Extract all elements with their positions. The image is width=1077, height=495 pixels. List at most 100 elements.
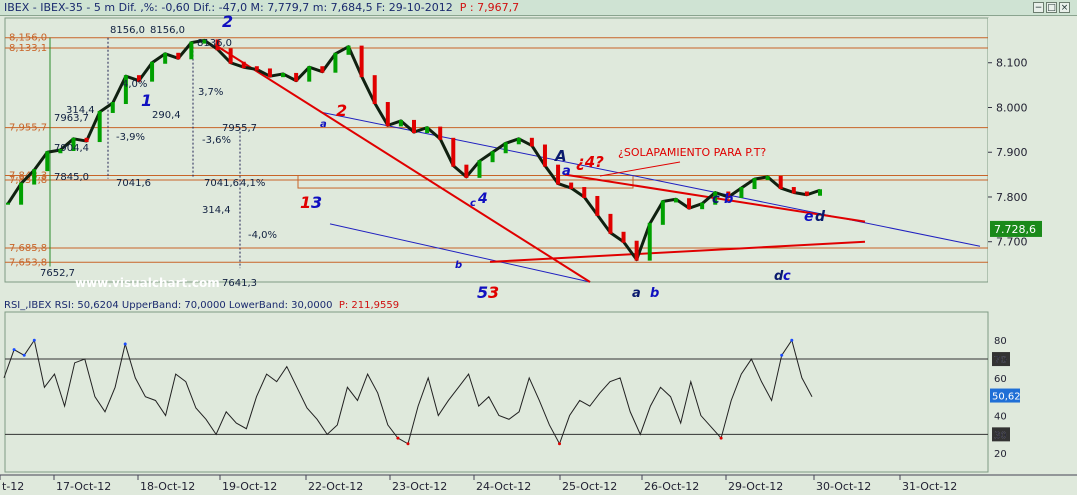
rsi-tick-label: 60 xyxy=(994,374,1007,385)
price-candle xyxy=(32,169,37,185)
price-candle xyxy=(294,72,299,82)
price-tick-label: 8.000 xyxy=(996,101,1028,114)
price-tick-label: 8.100 xyxy=(996,57,1028,70)
wave-label: b xyxy=(455,260,462,271)
price-candle xyxy=(385,102,390,127)
price-candle xyxy=(595,195,600,216)
price-candle xyxy=(176,52,181,60)
price-candle xyxy=(765,175,770,181)
price-candle xyxy=(477,160,482,178)
price-annotation: 7652,7 xyxy=(40,268,75,279)
price-candle xyxy=(281,72,286,78)
price-candle xyxy=(320,66,325,73)
price-annotation: -4,0% xyxy=(248,230,277,241)
rsi-overbought-point xyxy=(22,353,26,357)
wave-label: 2 xyxy=(336,101,347,120)
price-annotation: 7641,3 xyxy=(222,278,257,289)
wave-label: 3 xyxy=(311,193,322,212)
price-candle xyxy=(372,75,377,105)
rsi-oversold-point xyxy=(719,436,723,440)
price-candle xyxy=(542,144,547,167)
price-candle xyxy=(254,66,259,71)
price-candle xyxy=(150,61,155,82)
rsi-badge xyxy=(990,388,1020,403)
price-candle xyxy=(267,68,272,78)
price-candle xyxy=(359,45,364,78)
wave-label: e xyxy=(804,209,814,225)
price-annotation: 3,7% xyxy=(198,87,223,98)
wave-label: c xyxy=(470,198,476,209)
x-tick-label: 22-Oct-12 xyxy=(308,480,363,493)
price-candle xyxy=(778,175,783,190)
rsi-overbought-point xyxy=(780,353,784,357)
channel-upper-line xyxy=(319,111,981,247)
price-annotation: 7955,7 xyxy=(222,123,257,134)
price-candle xyxy=(412,119,416,134)
maximize-button[interactable]: □ xyxy=(1046,2,1057,13)
rsi-title: RSI_,IBEX RSI: 50,6204 UpperBand: 70,000… xyxy=(4,300,400,311)
price-candle xyxy=(556,164,561,185)
price-candle xyxy=(726,191,731,198)
price-candle xyxy=(71,137,76,151)
price-candle xyxy=(660,200,665,225)
rsi-overbought-point xyxy=(790,338,794,342)
price-candle xyxy=(464,164,469,178)
x-tick-label: 19-Oct-12 xyxy=(222,480,277,493)
price-candle xyxy=(687,198,692,210)
price-candle xyxy=(202,39,207,44)
trendline-lower xyxy=(489,240,866,263)
price-annotation: 314,4 xyxy=(66,105,95,116)
rsi-tick-label: 30 xyxy=(994,430,1007,441)
rsi-band-badge xyxy=(992,427,1010,442)
price-annotation: -3,9% xyxy=(116,132,145,143)
price-annotation: 7041,6 xyxy=(204,178,239,189)
price-badge xyxy=(990,220,1042,237)
price-annotation: 4,1% xyxy=(240,178,265,189)
wave-label: 1 xyxy=(300,193,311,212)
chart-title: IBEX - IBEX-35 - 5 m Dif. ,%: -0,60 Dif.… xyxy=(4,1,520,14)
price-candle xyxy=(503,142,508,154)
minimize-button[interactable]: − xyxy=(1033,2,1044,13)
wave-label: 3 xyxy=(488,283,499,302)
wave-label: a xyxy=(320,119,327,130)
rsi-p-label: P: 211,9559 xyxy=(338,300,400,311)
x-tick-label: 18-Oct-12 xyxy=(140,480,195,493)
x-tick-label: 30-Oct-12 xyxy=(816,480,871,493)
wave-label: a xyxy=(562,164,571,179)
price-candle xyxy=(608,213,613,234)
x-tick-label: 26-Oct-12 xyxy=(644,480,699,493)
price-candle xyxy=(634,240,639,261)
price-candle xyxy=(490,151,495,163)
price-annotation: 8156,0 xyxy=(110,25,145,36)
price-candle xyxy=(569,182,574,190)
price-candle xyxy=(438,126,443,140)
x-tick-label: 31-Oct-12 xyxy=(902,480,957,493)
price-annotation: 4,0% xyxy=(122,79,147,90)
price-candle xyxy=(163,52,168,64)
price-candle xyxy=(582,187,587,198)
rsi-overbought-point xyxy=(32,338,36,342)
price-candle xyxy=(791,187,796,194)
price-candle xyxy=(398,119,403,127)
price-candle xyxy=(621,231,626,243)
price-annotation: 7845,0 xyxy=(54,172,89,183)
price-candle xyxy=(189,41,194,60)
price-annotation: 8156,0 xyxy=(150,25,185,36)
rsi-tick-label: 80 xyxy=(994,336,1007,347)
rsi-tick-label: 70 xyxy=(994,355,1007,366)
wave-label: ¿4? xyxy=(576,153,604,171)
x-tick-label: 23-Oct-12 xyxy=(392,480,447,493)
price-candle xyxy=(647,222,652,261)
rsi-oversold-point xyxy=(406,442,410,446)
x-tick-label: t-12 xyxy=(2,480,24,493)
rsi-band-label: 70 xyxy=(994,355,1007,366)
price-candle xyxy=(529,137,534,147)
wave-label: b xyxy=(650,286,659,301)
price-tick-label: 7.700 xyxy=(996,236,1028,249)
wave-label: A xyxy=(554,147,567,165)
price-candle xyxy=(228,48,233,64)
wave-label: 1 xyxy=(141,91,152,110)
close-button[interactable]: × xyxy=(1059,2,1070,13)
price-annotation: 8136,0 xyxy=(197,38,232,49)
